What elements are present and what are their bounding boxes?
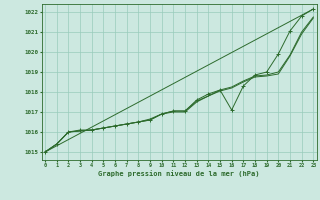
X-axis label: Graphe pression niveau de la mer (hPa): Graphe pression niveau de la mer (hPa) [99, 170, 260, 177]
